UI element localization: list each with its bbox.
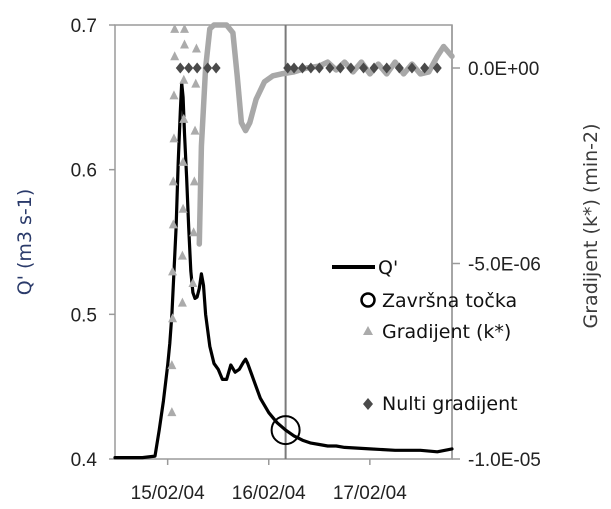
- series-2-point-11: [177, 250, 187, 260]
- series-2-point-3: [168, 266, 178, 276]
- series-2-point-20: [189, 176, 199, 186]
- series-4-point-10: [325, 62, 335, 74]
- series-2-point-21: [190, 125, 200, 135]
- series-1-point-0: [270, 415, 301, 446]
- series-4-point-14: [369, 62, 379, 74]
- series-2-point-7: [169, 90, 179, 100]
- series-2-point-17: [180, 23, 190, 33]
- legend-label-nulti-gradijent: Nulti gradijent: [382, 393, 518, 415]
- x-tick-label-2: 17/02/04: [333, 483, 407, 504]
- series-2-point-9: [170, 23, 180, 33]
- series-4-point-13: [359, 62, 369, 74]
- series-2-point-8: [170, 51, 180, 61]
- legend: Q' Završna točka Gradijent (k*) Nulti gr…: [332, 257, 518, 415]
- series-4-point-12: [346, 62, 356, 74]
- series-4-point-15: [382, 62, 392, 74]
- left-tick-label-0: 0.4: [71, 450, 98, 471]
- series-4-point-0: [175, 62, 185, 74]
- series-2-point-23: [191, 43, 201, 53]
- x-axis: 15/02/04 16/02/04 17/02/04: [131, 459, 407, 504]
- series-2-point-0: [167, 407, 177, 417]
- x-tick-label-0: 15/02/04: [131, 483, 205, 504]
- series-2-point-13: [178, 156, 188, 166]
- right-tick-label-1: -5.0E-06: [468, 255, 541, 276]
- legend-label-zavrsna-tocka: Završna točka: [382, 290, 517, 312]
- legend-symbol-nulti-gradijent: [363, 398, 373, 410]
- series-layer: [113, 22, 455, 460]
- series-2-point-6: [169, 133, 179, 143]
- series-4-point-2: [192, 62, 202, 74]
- left-axis-title: Q' (m3 s-1): [14, 189, 36, 296]
- series-4-point-11: [335, 62, 345, 74]
- legend-label-q: Q': [378, 257, 398, 279]
- right-axis: 0.0E+00 -5.0E-06 -1.0E-05: [451, 25, 541, 471]
- series-2-point-18: [188, 278, 198, 288]
- series-2-point-1: [167, 360, 177, 370]
- series-3-line: [196, 22, 455, 247]
- series-2-point-5: [168, 176, 178, 186]
- series-4-point-16: [394, 62, 404, 74]
- series-2-point-12: [178, 203, 188, 213]
- series-2-point-22: [191, 78, 201, 88]
- series-4-point-4: [211, 62, 221, 74]
- legend-symbol-gradijent: [363, 326, 373, 335]
- legend-symbol-zavrsna-tocka: [360, 292, 376, 308]
- series-4-point-3: [203, 62, 213, 74]
- series-2-point-15: [179, 74, 189, 84]
- series-4-point-18: [420, 62, 430, 74]
- series-4-point-7: [297, 62, 307, 74]
- series-2-point-16: [180, 39, 190, 49]
- series-2-point-10: [177, 297, 187, 307]
- right-axis-title: Gradijent (k*) (min-2): [580, 124, 602, 329]
- series-4-point-9: [314, 62, 324, 74]
- legend-label-gradijent: Gradijent (k*): [382, 321, 511, 343]
- right-tick-label-2: -1.0E-05: [468, 450, 541, 471]
- x-tick-label-1: 16/02/04: [232, 483, 306, 504]
- series-2-point-4: [168, 219, 178, 229]
- left-tick-label-2: 0.6: [71, 161, 97, 182]
- series-4-point-8: [306, 62, 316, 74]
- left-tick-label-3: 0.7: [71, 16, 97, 37]
- series-4-point-19: [432, 62, 442, 74]
- left-axis: 0.4 0.5 0.6 0.7: [71, 16, 115, 471]
- series-4-point-6: [289, 62, 299, 74]
- series-2-point-19: [189, 227, 199, 237]
- series-4-point-5: [283, 62, 293, 74]
- series-4-point-1: [184, 62, 194, 74]
- series-2-point-14: [179, 113, 189, 123]
- series-4-point-17: [407, 62, 417, 74]
- right-tick-label-0: 0.0E+00: [468, 59, 539, 80]
- series-2-point-2: [168, 313, 178, 323]
- left-tick-label-1: 0.5: [71, 305, 97, 326]
